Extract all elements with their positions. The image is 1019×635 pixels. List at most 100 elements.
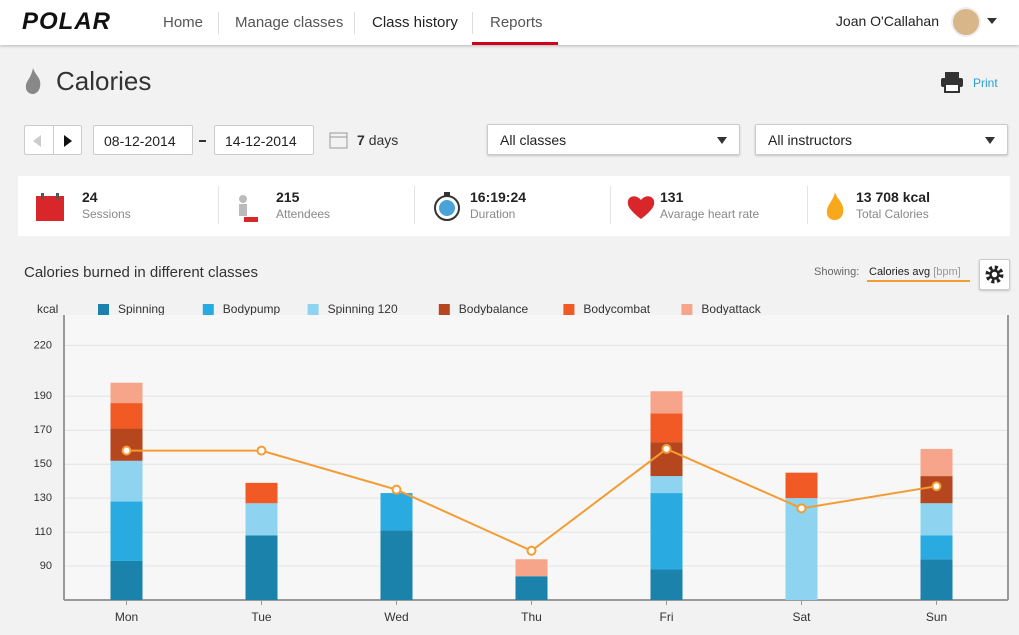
nav-item[interactable]: Reports: [490, 14, 543, 31]
bar-segment: [920, 559, 953, 600]
page-title: Calories: [56, 66, 152, 96]
legend-label: Bodyattack: [701, 302, 761, 316]
bar-segment: [110, 460, 143, 502]
active-indicator: [472, 42, 558, 45]
x-tick-label: Thu: [521, 610, 542, 624]
settings-button[interactable]: [979, 259, 1010, 290]
calories-icon: [826, 192, 844, 220]
stats-bar: [18, 176, 1010, 236]
heart-icon: [627, 196, 655, 219]
instructor-select[interactable]: All instructors: [755, 124, 1008, 155]
bar-segment: [110, 403, 143, 429]
separator: [218, 12, 219, 34]
bar-segment: [650, 413, 683, 443]
bar-segment: [920, 448, 953, 477]
legend-swatch: [98, 304, 109, 315]
stat-label: Total Calories: [856, 207, 929, 221]
nav-item[interactable]: Home: [163, 14, 204, 31]
plot-area: [64, 315, 1008, 600]
avg-point: [526, 545, 537, 556]
avg-point: [256, 445, 267, 456]
bar-segment: [650, 476, 683, 494]
x-tick-label: Mon: [115, 610, 138, 624]
avg-point: [661, 443, 672, 454]
bar-segment: [650, 391, 683, 414]
days: 7: [357, 132, 365, 148]
metric-select[interactable]: Calories avg [bpm]: [867, 264, 970, 282]
bar-segment: [515, 576, 548, 600]
nav-item[interactable]: Manage classes: [235, 14, 344, 31]
stat-value: 131: [660, 189, 684, 205]
separator: [414, 186, 415, 224]
stat-label: Attendees: [276, 207, 331, 221]
next-button[interactable]: [64, 135, 72, 147]
start-date[interactable]: 08-12-2014: [93, 125, 193, 155]
showing-label: Showing:: [814, 266, 860, 278]
x-tick-label: Sun: [926, 610, 947, 624]
y-tick-label: 90: [40, 560, 52, 572]
separator: [807, 186, 808, 224]
stat-value: 24: [82, 189, 98, 205]
legend-label: Spinning: [118, 302, 165, 316]
nav-item[interactable]: Class history: [372, 14, 458, 31]
bar-segment: [785, 498, 818, 600]
showing-value: Calories avg: [869, 266, 931, 278]
days-count: 7 days: [357, 132, 398, 148]
legend-label: Bodypump: [223, 302, 281, 316]
x-tick-label: Wed: [384, 610, 408, 624]
bar-segment: [650, 493, 683, 570]
gear-icon: [985, 265, 1004, 284]
stat-label: Avarage heart rate: [660, 207, 760, 221]
end-date[interactable]: 14-12-2014: [214, 125, 314, 155]
chart-title: Calories burned in different classes: [24, 264, 259, 281]
x-tick-label: Fri: [660, 610, 674, 624]
y-axis-label: kcal: [37, 302, 58, 316]
stat-value: 215: [276, 189, 300, 205]
legend-label: Spinning 120: [328, 302, 398, 316]
separator: [53, 125, 54, 155]
stat-value: 13 708 kcal: [856, 189, 930, 205]
y-tick-label: 130: [34, 492, 52, 504]
days-label: days: [368, 132, 399, 148]
chart: kcal Spinning Bodypump Spinning 120 Bodybala…: [34, 302, 1009, 624]
bar-segment: [245, 503, 278, 536]
y-tick-label: 110: [34, 526, 52, 538]
bar-segment: [380, 530, 413, 600]
y-tick-label: 150: [34, 458, 52, 470]
avatar[interactable]: [951, 7, 981, 37]
user-menu-caret[interactable]: [987, 18, 997, 24]
bar-segment: [110, 382, 143, 404]
stat-value: 16:19:24: [470, 189, 527, 205]
class-select[interactable]: All classes: [487, 124, 740, 155]
logo[interactable]: POLAR: [22, 8, 111, 35]
bar-segment: [650, 569, 683, 600]
prev-button[interactable]: [33, 135, 41, 147]
separator: [472, 12, 473, 34]
stat-label: Sessions: [82, 207, 131, 221]
print-link[interactable]: Print: [973, 76, 998, 90]
bar-segment: [245, 535, 278, 600]
attendees-icon: [239, 195, 258, 222]
showing-unit: [bpm]: [933, 266, 961, 278]
legend-label: Bodycombat: [583, 302, 650, 316]
legend-swatch: [563, 304, 575, 315]
legend-swatch: [202, 304, 214, 315]
top-bar: [0, 0, 1019, 45]
print-icon[interactable]: [940, 71, 964, 93]
user-name[interactable]: Joan O'Callahan: [835, 13, 939, 29]
stat-label: Duration: [470, 207, 516, 221]
bar-segment: [380, 493, 413, 531]
y-tick-label: 170: [34, 424, 52, 436]
duration-icon: [434, 192, 460, 221]
avg-point: [931, 481, 942, 492]
x-tick-label: Tue: [251, 610, 272, 624]
bar-segment: [920, 535, 953, 560]
bar-segment: [245, 482, 278, 504]
caret: [717, 137, 727, 144]
bar-segment: [110, 428, 143, 461]
caret: [985, 137, 995, 144]
calendar-icon: [329, 132, 348, 149]
flame-icon: [25, 68, 41, 94]
legend-label: Bodybalance: [459, 302, 529, 316]
